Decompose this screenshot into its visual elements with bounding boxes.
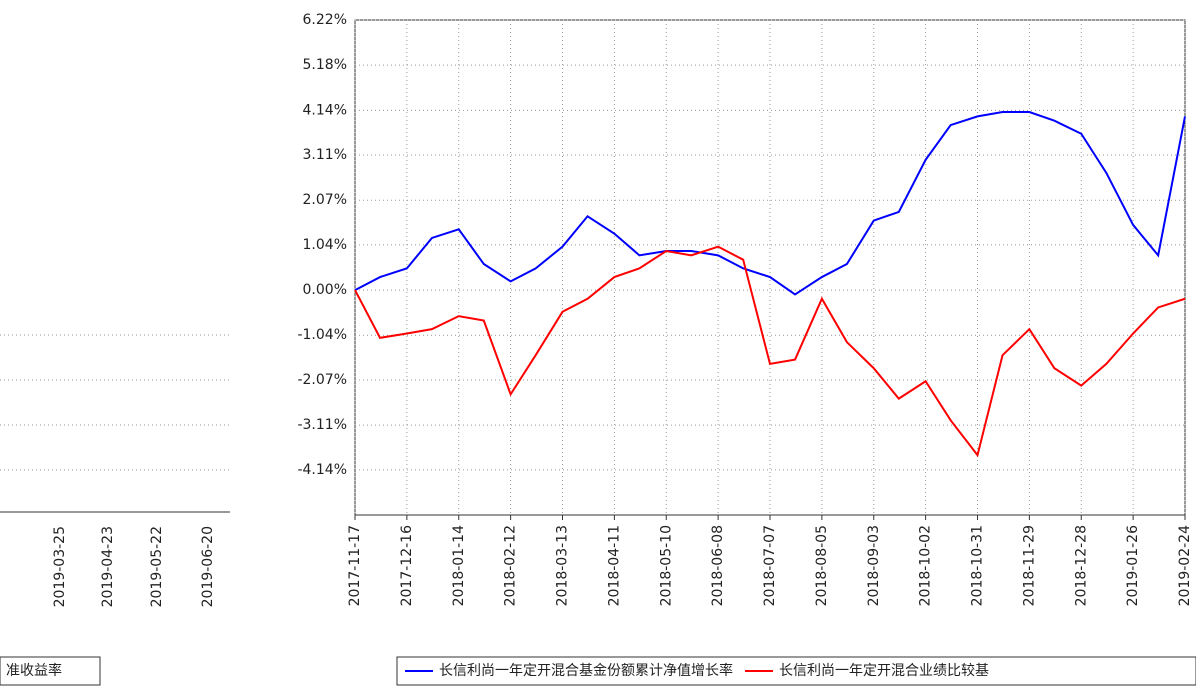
x-tick-label: 2018-07-07 [762,525,778,606]
fragment-date: 2019-05-22 [149,526,165,607]
x-tick-label: 2017-12-16 [399,525,415,606]
legend-box [396,656,1196,686]
x-tick-label: 2018-02-12 [503,525,519,606]
legend-label: 长信利尚一年定开混合基金份额累计净值增长率 [439,662,733,679]
x-tick-label: 2018-10-02 [918,525,934,606]
x-tick-label: 2018-12-28 [1073,525,1089,606]
y-tick-label: -3.11% [297,417,347,433]
x-tick-label: 2018-09-03 [866,525,882,606]
fragment-legend: 准收益率 [6,662,62,679]
y-tick-label: 2.07% [303,192,347,208]
fragment-date: 2019-06-20 [200,526,216,607]
y-tick-label: 3.11% [303,147,347,163]
y-tick-label: 1.04% [303,237,347,253]
fragment-date: 2019-03-25 [52,526,68,607]
x-tick-label: 2018-10-31 [970,525,986,606]
series-line [354,111,1186,296]
y-tick-label: 4.14% [303,102,347,118]
x-tick-label: 2019-02-24 [1177,525,1193,606]
x-tick-label: 2018-11-29 [1021,525,1037,606]
left-fragment: 2019-03-25 2019-04-23 2019-05-22 2019-06… [0,334,230,686]
fragment-date: 2019-04-23 [100,526,116,607]
x-tick-label: 2018-01-14 [451,525,467,606]
y-tick-label: 5.18% [303,57,347,73]
x-tick-label: 2017-11-17 [347,525,363,606]
y-tick-label: -2.07% [297,372,347,388]
x-tick-label: 2019-01-26 [1125,525,1141,606]
x-tick-label: 2018-05-10 [658,525,674,606]
x-tick-label: 2018-03-13 [555,525,571,606]
series-line [354,245,1186,458]
y-tick-label: -1.04% [297,327,347,343]
y-tick-label: -4.14% [297,462,347,478]
fragment-legend-box [0,656,101,686]
y-tick-label: 0.00% [303,282,347,298]
x-tick-label: 2018-06-08 [710,525,726,606]
x-tick-label: 2018-08-05 [814,525,830,606]
y-tick-label: 6.22% [303,12,347,28]
x-tick-label: 2018-04-11 [606,525,622,606]
legend-label: 长信利尚一年定开混合业绩比较基 [779,662,989,679]
